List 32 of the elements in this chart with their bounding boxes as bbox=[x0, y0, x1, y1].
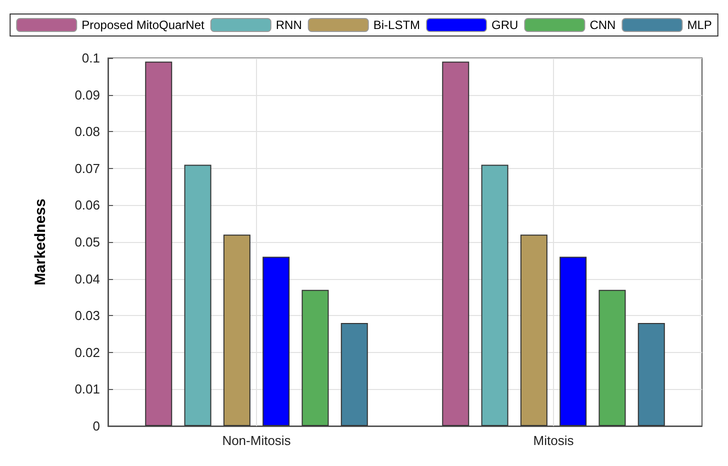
legend-label: CNN bbox=[590, 18, 616, 32]
x-tick-label: Mitosis bbox=[533, 433, 574, 448]
y-tick-label: 0 bbox=[92, 418, 100, 434]
bar bbox=[262, 256, 290, 426]
bar bbox=[638, 322, 665, 426]
legend-label: Proposed MitoQuarNet bbox=[82, 18, 206, 32]
x-tick-label: Non-Mitosis bbox=[222, 433, 292, 448]
legend-label: RNN bbox=[276, 18, 302, 32]
bar bbox=[481, 164, 508, 426]
legend-label: Bi-LSTM bbox=[373, 18, 420, 32]
y-tick-label: 0.05 bbox=[74, 234, 100, 250]
y-tick-label: 0.07 bbox=[74, 160, 100, 176]
y-tick-label: 0.06 bbox=[74, 198, 100, 213]
y-tick-label: 0.08 bbox=[74, 124, 100, 140]
bar bbox=[302, 290, 329, 426]
bar bbox=[223, 234, 250, 426]
y-tick-label: 0.09 bbox=[74, 87, 100, 102]
bar bbox=[442, 62, 470, 426]
bar bbox=[340, 322, 368, 426]
bar bbox=[184, 164, 212, 426]
bar bbox=[145, 62, 172, 426]
y-tick-label: 0.1 bbox=[82, 50, 100, 66]
bar bbox=[560, 256, 587, 426]
bar bbox=[520, 234, 548, 426]
legend-label: GRU bbox=[492, 18, 518, 32]
y-tick-label: 0.01 bbox=[74, 382, 100, 397]
y-tick-label: 0.02 bbox=[74, 344, 100, 360]
legend-label: MLP bbox=[687, 18, 712, 32]
y-axis-title: Markedness bbox=[32, 198, 49, 286]
bar bbox=[598, 290, 626, 426]
y-tick-label: 0.03 bbox=[74, 308, 100, 324]
y-tick-label: 0.04 bbox=[74, 271, 100, 286]
